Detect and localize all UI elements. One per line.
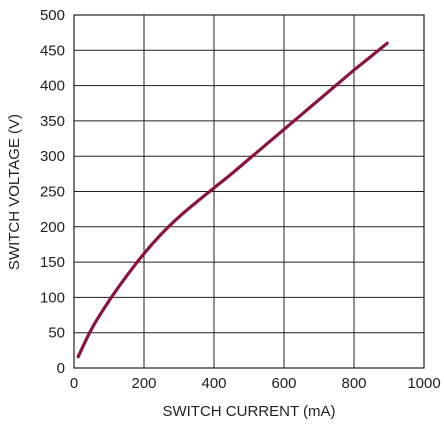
x-tick-label: 400 — [201, 375, 226, 392]
y-tick-label: 300 — [40, 148, 65, 165]
series-group — [76, 41, 389, 359]
y-axis-title: SWITCH VOLTAGE (V) — [6, 114, 23, 270]
y-tick-label: 450 — [40, 42, 65, 59]
grid — [73, 14, 425, 369]
y-tick-label: 400 — [40, 78, 65, 95]
y-tick-label: 250 — [40, 184, 65, 201]
x-tick-label: 1000 — [407, 375, 440, 392]
y-tick-label: 200 — [40, 219, 65, 236]
y-tick-label: 100 — [40, 289, 65, 306]
x-tick-label: 200 — [131, 375, 156, 392]
y-tick-label: 50 — [48, 325, 65, 342]
y-tick-label: 500 — [40, 7, 65, 24]
tick-labels: 0 200 400 600 800 1000 0 50 100 150 200 250 300 350 40… — [40, 7, 441, 392]
series-line — [76, 41, 389, 359]
y-tick-label: 150 — [40, 254, 65, 271]
y-tick-label: 350 — [40, 113, 65, 130]
y-tick-label: 0 — [57, 360, 65, 377]
x-axis-title: SWITCH CURRENT (mA) — [162, 403, 335, 420]
plot-frame — [73, 14, 425, 369]
x-tick-label: 800 — [341, 375, 366, 392]
x-tick-label: 600 — [271, 375, 296, 392]
x-tick-label: 0 — [70, 375, 78, 392]
